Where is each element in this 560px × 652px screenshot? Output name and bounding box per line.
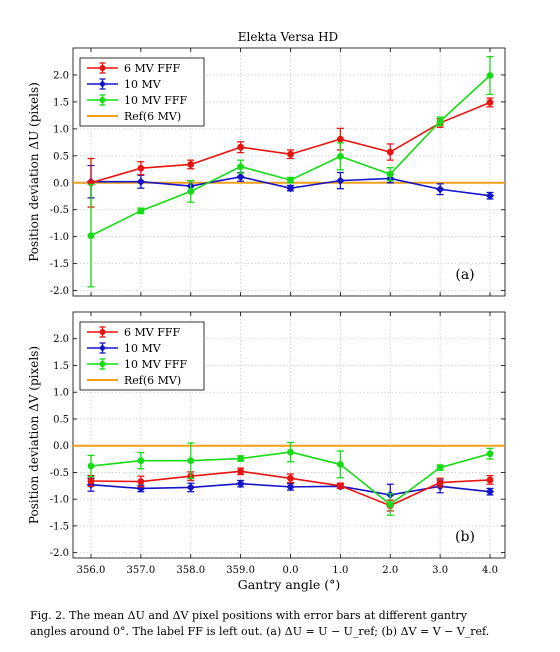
data-point xyxy=(287,474,294,482)
data-point xyxy=(486,72,494,79)
data-point xyxy=(336,482,344,490)
legend-label: 10 MV FFF xyxy=(124,358,187,371)
data-point xyxy=(87,462,95,470)
data-point xyxy=(237,163,245,171)
data-point xyxy=(87,477,95,485)
x-tick-label: 4.0 xyxy=(482,565,498,576)
y-tick-label: 0.5 xyxy=(53,414,69,425)
y-tick-label: -0.5 xyxy=(50,468,69,479)
legend-swatch-marker xyxy=(99,361,106,367)
y-tick-label: 0.0 xyxy=(53,178,69,189)
data-point xyxy=(486,476,494,484)
legend-label: Ref(6 MV) xyxy=(124,110,181,123)
y-tick-label: -1.0 xyxy=(50,232,69,243)
data-point xyxy=(386,170,394,178)
data-point xyxy=(187,188,195,195)
plot-frame xyxy=(72,47,506,297)
y-tick-label: 2.0 xyxy=(53,334,69,345)
legend-swatch-marker xyxy=(99,80,106,88)
data-point xyxy=(237,455,245,462)
data-point xyxy=(287,448,294,456)
data-point xyxy=(436,479,444,486)
x-tick-label: 356.0 xyxy=(77,565,106,576)
figure-title: Elekta Versa HD xyxy=(238,30,338,44)
legend-swatch-marker xyxy=(99,344,106,352)
panel-label: (a) xyxy=(455,267,474,283)
panel-b: -2.0 -1.5 -1.0 -0.5 0.0 0.5 1.0 1.5 2.0 356.0 357.… xyxy=(27,311,506,592)
data-point xyxy=(237,467,245,475)
x-tick-label: 0.0 xyxy=(283,565,299,576)
legend-label: 10 MV FFF xyxy=(124,94,187,107)
data-point xyxy=(187,161,195,168)
data-point xyxy=(486,450,494,458)
y-tick-label: -2.0 xyxy=(50,548,69,559)
data-point xyxy=(486,99,494,106)
x-tick-label: 1.0 xyxy=(332,565,348,576)
data-point xyxy=(136,177,146,186)
y-tick-label: -1.0 xyxy=(50,495,69,506)
data-point xyxy=(336,461,344,468)
figure-caption: Fig. 2. The mean ΔU and ΔV pixel positio… xyxy=(30,608,540,640)
data-point xyxy=(485,191,495,200)
x-tick-label: 2.0 xyxy=(382,565,398,576)
legend-label: 10 MV xyxy=(124,78,162,91)
data-point xyxy=(386,501,394,508)
x-tick-label: 359.0 xyxy=(226,565,255,576)
data-point xyxy=(137,164,145,172)
legend-label: Ref(6 MV) xyxy=(124,374,181,387)
caption-line-2: angles around 0°. The label FF is left o… xyxy=(30,625,490,638)
data-point xyxy=(436,117,444,125)
y-tick-label: 1.5 xyxy=(53,361,69,372)
y-axis-label: Position deviation ΔU (pixels) xyxy=(27,82,41,262)
data-point xyxy=(186,483,195,492)
y-axis-label: Position deviation ΔV (pixels) xyxy=(27,346,41,524)
y-tick-label: 0.5 xyxy=(53,151,69,162)
panel-label: (b) xyxy=(455,529,475,545)
data-point xyxy=(137,478,145,485)
y-tick-label: -1.5 xyxy=(50,259,69,270)
data-point xyxy=(137,457,145,465)
data-point xyxy=(137,207,145,215)
x-tick-label: 3.0 xyxy=(432,565,448,576)
caption-line-1: Fig. 2. The mean ΔU and ΔV pixel positio… xyxy=(30,609,467,622)
data-point xyxy=(336,176,345,185)
data-point xyxy=(485,487,495,496)
y-tick-label: 0.0 xyxy=(53,441,69,452)
data-point xyxy=(236,479,245,488)
legend-swatch-marker xyxy=(99,329,106,335)
data-point xyxy=(336,152,344,160)
y-tick-label: 1.0 xyxy=(53,388,69,399)
y-tick-label: 1.5 xyxy=(53,97,69,108)
data-point xyxy=(87,232,95,240)
x-tick-label: 357.0 xyxy=(127,565,156,576)
legend-label: 6 MV FFF xyxy=(124,326,180,339)
y-tick-label: 2.0 xyxy=(53,70,69,81)
x-tick-label: 358.0 xyxy=(176,565,205,576)
panel-a: -2.0 -1.5 -1.0 -0.5 0.0 0.5 1.0 1.5 2.0 Position … xyxy=(27,47,506,297)
data-point xyxy=(236,172,245,182)
data-point xyxy=(336,135,344,143)
y-tick-label: -0.5 xyxy=(50,205,69,216)
y-tick-label: -1.5 xyxy=(50,521,69,532)
legend-label: 6 MV FFF xyxy=(124,62,180,75)
data-point xyxy=(286,184,295,193)
data-point xyxy=(286,482,295,492)
y-tick-label: 1.0 xyxy=(53,124,69,135)
legend-swatch-marker xyxy=(99,65,106,71)
plot-frame xyxy=(72,311,506,559)
data-point xyxy=(287,150,294,158)
legend-label: 10 MV xyxy=(124,342,162,355)
legend-swatch-marker xyxy=(99,97,106,103)
y-tick-label: -2.0 xyxy=(50,286,69,297)
data-point xyxy=(237,143,245,151)
data-point xyxy=(287,176,294,184)
x-axis-label: Gantry angle (°) xyxy=(238,577,340,592)
data-point xyxy=(436,464,444,472)
data-point xyxy=(187,457,195,465)
data-point xyxy=(386,148,394,156)
data-point xyxy=(435,185,445,194)
